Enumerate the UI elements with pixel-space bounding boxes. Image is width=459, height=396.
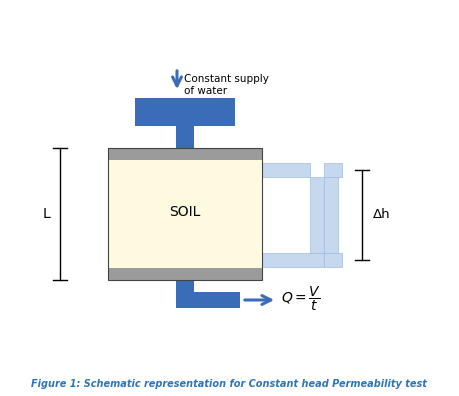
Bar (324, 163, 342, 177)
Bar (324, 177, 338, 253)
Text: Δh: Δh (373, 209, 391, 221)
Text: Figure 1: Schematic representation for Constant head Permeability test: Figure 1: Schematic representation for C… (31, 379, 427, 389)
Bar (108, 148, 262, 160)
Bar (108, 148, 262, 268)
Bar (324, 253, 342, 267)
Bar (176, 292, 240, 308)
Text: L: L (42, 207, 50, 221)
Text: of water: of water (184, 86, 227, 96)
Text: SOIL: SOIL (169, 205, 201, 219)
Bar (176, 126, 194, 148)
Bar (176, 280, 194, 308)
Bar (262, 253, 324, 267)
Bar (262, 163, 310, 177)
Bar (108, 148, 262, 280)
Bar (135, 98, 235, 126)
Text: $Q = \dfrac{V}{t}$: $Q = \dfrac{V}{t}$ (281, 285, 321, 313)
Text: Constant supply: Constant supply (184, 74, 269, 84)
Bar (310, 177, 324, 253)
Bar (108, 268, 262, 280)
